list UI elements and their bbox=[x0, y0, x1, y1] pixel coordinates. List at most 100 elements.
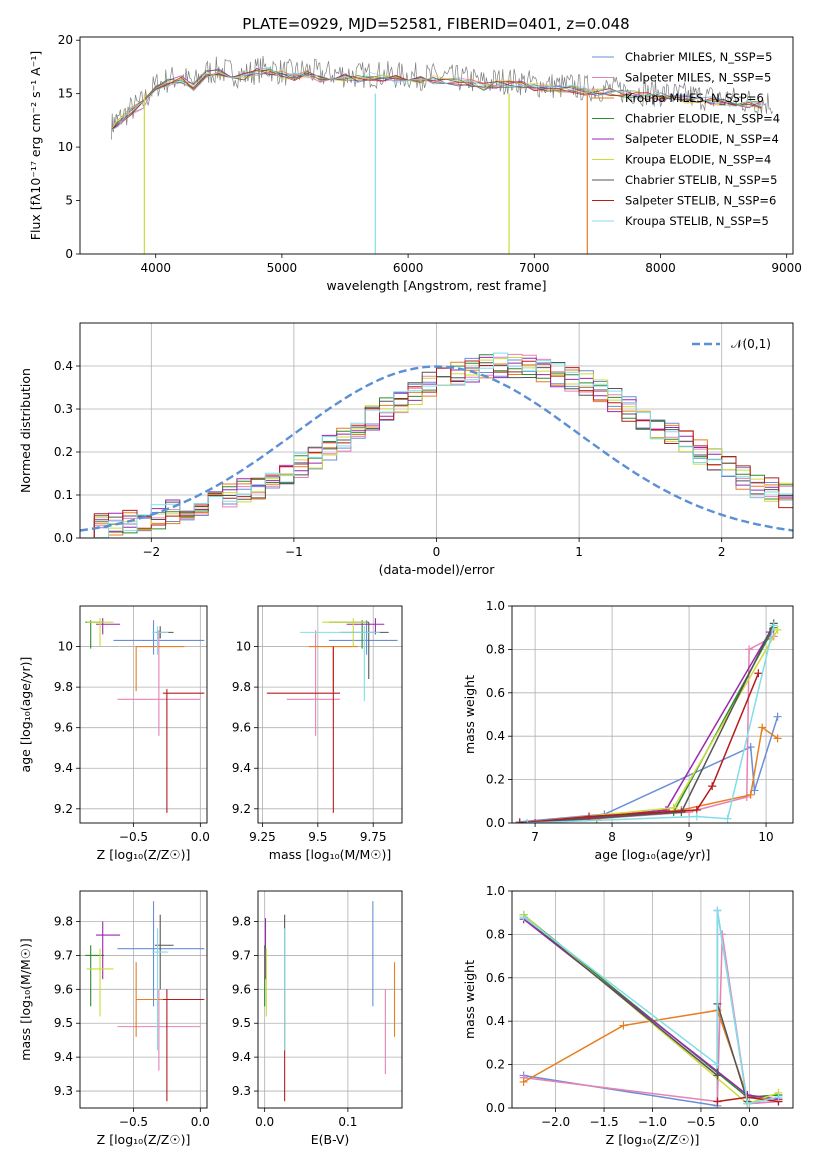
weight-marker bbox=[523, 819, 532, 823]
mass_weight_vs_Z-marks bbox=[519, 906, 783, 1108]
y-tick-label: 9.8 bbox=[232, 915, 251, 929]
x-tick-label: 0 bbox=[433, 545, 441, 559]
x-tick-label: 2 bbox=[718, 545, 726, 559]
hist-series-8 bbox=[80, 352, 793, 538]
mass_vs_Z-marks bbox=[85, 901, 205, 1102]
y-tick-label: 0.0 bbox=[486, 1101, 505, 1115]
weight-marker bbox=[515, 819, 524, 823]
weight-marker bbox=[773, 625, 782, 634]
weight-marker bbox=[773, 734, 782, 743]
weight-marker bbox=[773, 712, 782, 721]
weight-marker bbox=[531, 819, 540, 823]
weight-marker bbox=[723, 814, 732, 823]
y-tick-label: 9.3 bbox=[232, 1084, 251, 1098]
y-tick-label: 5 bbox=[65, 194, 73, 208]
spectrum-frame bbox=[79, 36, 794, 255]
y-tick-label: 9.8 bbox=[232, 680, 251, 694]
y-tick-label: 0.2 bbox=[54, 445, 73, 459]
weight-marker bbox=[743, 1099, 752, 1108]
x-axis-label: (data-model)/error bbox=[379, 562, 496, 577]
age_vs_mass-axes bbox=[254, 606, 402, 827]
residuals-axes bbox=[76, 323, 793, 542]
x-tick-label: 9 bbox=[685, 830, 693, 844]
y-tick-label: 9.4 bbox=[232, 1050, 251, 1064]
age_vs_mass-marks bbox=[266, 618, 398, 813]
y-tick-label: 10 bbox=[236, 640, 251, 654]
x-tick-label: 9.75 bbox=[360, 830, 387, 844]
x-tick-label: −1 bbox=[285, 545, 303, 559]
legend-entry: Kroupa MILES, N_SSP=6 bbox=[625, 91, 764, 105]
mass_vs_Z-axes bbox=[76, 891, 207, 1112]
y-tick-label: 9.4 bbox=[232, 761, 251, 775]
x-tick-label: 1 bbox=[575, 545, 583, 559]
y-tick-label: 9.8 bbox=[54, 915, 73, 929]
x-tick-label: 9000 bbox=[771, 261, 802, 275]
x-tick-label: 9.25 bbox=[249, 830, 276, 844]
y-tick-label: 1.0 bbox=[486, 884, 505, 898]
y-tick-label: 0.1 bbox=[54, 488, 73, 502]
x-tick-label: 0.0 bbox=[255, 1115, 274, 1129]
weight-marker bbox=[713, 1097, 722, 1106]
y-tick-label: 9.6 bbox=[54, 721, 73, 735]
y-tick-label: 0.8 bbox=[486, 927, 505, 941]
legend-entry: Chabrier STELIB, N_SSP=5 bbox=[625, 173, 777, 187]
mass_weight_vs_age-frame bbox=[511, 605, 794, 824]
y-axis-label: Normed distribution bbox=[18, 368, 33, 493]
legend-entry: Chabrier MILES, N_SSP=5 bbox=[625, 50, 772, 64]
spectrum-marks bbox=[111, 55, 774, 254]
mass_weight_vs_age-marks bbox=[515, 619, 782, 823]
hist-series-7 bbox=[80, 360, 793, 538]
x-tick-label: −1.0 bbox=[638, 1115, 667, 1129]
age_vs_mass-frame bbox=[257, 605, 403, 824]
y-tick-label: 0.4 bbox=[486, 1014, 505, 1028]
y-tick-label: 0.2 bbox=[486, 1058, 505, 1072]
x-tick-label: −2.0 bbox=[541, 1115, 570, 1129]
weight-line-3 bbox=[523, 914, 779, 1098]
y-tick-label: 9.6 bbox=[232, 982, 251, 996]
model-spectrum-8 bbox=[111, 66, 762, 131]
y-tick-label: 10 bbox=[58, 640, 73, 654]
mass_vs_EBV-frame bbox=[257, 890, 403, 1109]
y-tick-label: 15 bbox=[58, 87, 73, 101]
y-tick-label: 0.4 bbox=[486, 729, 505, 743]
y-tick-label: 9.2 bbox=[54, 802, 73, 816]
x-tick-label: 6000 bbox=[393, 261, 424, 275]
age_vs_Z-frame bbox=[79, 605, 208, 824]
y-axis-label: mass weight bbox=[462, 960, 477, 1039]
weight-marker bbox=[769, 621, 778, 630]
y-tick-label: 9.2 bbox=[232, 802, 251, 816]
weight-marker bbox=[708, 782, 717, 791]
weight-line-2 bbox=[519, 726, 779, 823]
y-tick-label: 0 bbox=[65, 247, 73, 261]
x-axis-label: mass [log₁₀(M/M☉)] bbox=[269, 847, 391, 862]
x-axis-label: wavelength [Angstrom, rest frame] bbox=[326, 278, 546, 293]
y-tick-label: 9.6 bbox=[232, 721, 251, 735]
mass_vs_EBV-axes bbox=[254, 891, 402, 1112]
mass_vs_Z-frame bbox=[79, 890, 208, 1109]
y-tick-label: 9.4 bbox=[54, 1050, 73, 1064]
y-axis-label: mass weight bbox=[462, 675, 477, 754]
y-tick-label: 0.6 bbox=[486, 686, 505, 700]
y-tick-label: 0.2 bbox=[486, 773, 505, 787]
x-tick-label: −1.5 bbox=[589, 1115, 618, 1129]
legend-entry: Kroupa ELODIE, N_SSP=4 bbox=[625, 153, 771, 167]
y-axis-label: Flux [fλ10⁻¹⁷ erg cm⁻² s⁻¹ A⁻¹] bbox=[28, 51, 43, 240]
weight-marker bbox=[713, 1060, 722, 1069]
weight-marker bbox=[745, 645, 754, 654]
weight-marker bbox=[758, 723, 767, 732]
x-tick-label: 10 bbox=[758, 830, 773, 844]
weight-marker bbox=[669, 803, 678, 812]
y-tick-label: 9.7 bbox=[232, 948, 251, 962]
y-tick-label: 0.4 bbox=[54, 359, 73, 373]
x-tick-label: 9.5 bbox=[308, 830, 327, 844]
x-tick-label: 8 bbox=[608, 830, 616, 844]
weight-marker bbox=[713, 906, 722, 915]
residuals-marks bbox=[80, 352, 793, 538]
weight-line-3 bbox=[519, 627, 775, 823]
y-tick-label: 1.0 bbox=[486, 599, 505, 613]
x-tick-label: 7 bbox=[531, 830, 539, 844]
y-tick-label: 0.8 bbox=[486, 642, 505, 656]
weight-marker bbox=[519, 913, 528, 922]
x-tick-label: 7000 bbox=[519, 261, 550, 275]
weight-line-6 bbox=[523, 916, 749, 1102]
